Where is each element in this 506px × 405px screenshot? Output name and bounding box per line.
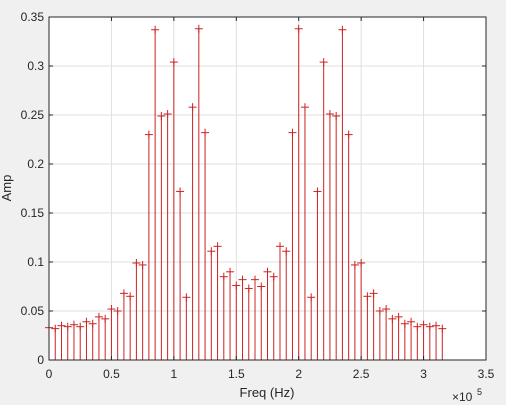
x-tick-label: 1.5 [228, 367, 245, 381]
stem-point [232, 281, 241, 360]
stem-point [151, 25, 160, 360]
stem-point [382, 305, 391, 360]
stem-point [338, 25, 347, 360]
stem-point [57, 321, 66, 360]
stem-point [300, 103, 309, 360]
y-tick-label: 0.1 [27, 255, 44, 269]
stem-point [350, 260, 359, 360]
stem-point [201, 128, 210, 360]
x-tick-label: 2 [295, 367, 302, 381]
stem-point [425, 322, 434, 360]
stem-point [101, 314, 110, 360]
stem-point [400, 319, 409, 360]
x-tick-label: 1 [171, 367, 178, 381]
stem-point [251, 275, 260, 360]
y-axis-label: Amp [0, 175, 14, 202]
stem-point [369, 289, 378, 360]
stem-point [63, 322, 72, 360]
data-series [45, 24, 447, 360]
axes: 0 0.5 1 1.5 2 2.5 3 3.5 0 0.05 0.1 0.15 0.2 0.25 0.3 0.… [21, 10, 495, 381]
stem-point [194, 24, 203, 360]
stem-point [432, 321, 441, 360]
stem-point [188, 103, 197, 360]
stem-point [207, 247, 216, 360]
stem-point [182, 293, 191, 360]
stem-point [344, 130, 353, 360]
stem-point [138, 260, 147, 360]
stem-point [126, 292, 135, 360]
stem-point [144, 130, 153, 360]
x-axis-label: Freq (Hz) [240, 385, 295, 400]
stem-point [319, 58, 328, 360]
y-tick-label: 0.05 [21, 304, 45, 318]
x-tick-label: 3 [420, 367, 427, 381]
stem-point [51, 324, 60, 360]
stem-point [132, 258, 141, 360]
stem-point [313, 187, 322, 360]
stem-point [69, 320, 78, 360]
stem-point [176, 187, 185, 360]
plot-border [48, 16, 487, 361]
stem-point [388, 314, 397, 360]
stem-point [294, 24, 303, 360]
stem-point [413, 322, 422, 360]
stem-point [113, 307, 122, 360]
y-tick-label: 0 [37, 353, 44, 367]
stem-point [169, 58, 178, 360]
stem-point [238, 275, 247, 360]
y-tick-label: 0.3 [27, 59, 44, 73]
stem-point [219, 272, 228, 360]
y-tick-label: 0.15 [21, 206, 45, 220]
stem-point [407, 317, 416, 360]
stem-point [157, 111, 166, 360]
stem-point [275, 242, 284, 360]
y-tick-label: 0.25 [21, 108, 45, 122]
stem-point [82, 317, 91, 360]
stem-point [107, 305, 116, 360]
stem-point [226, 267, 235, 360]
x-tick-label: 0.5 [103, 367, 120, 381]
stem-point [375, 307, 384, 360]
stem-point [269, 272, 278, 360]
stem-point [307, 293, 316, 360]
stem-point [263, 267, 272, 360]
x-tick-label: 3.5 [478, 367, 495, 381]
x-exponent-label: ×10 [452, 390, 473, 404]
stem-point [363, 292, 372, 360]
y-tick-label: 0.35 [21, 10, 45, 24]
stem-point [88, 319, 97, 360]
stem-point [438, 324, 447, 360]
stem-point [357, 258, 366, 360]
y-tick-label: 0.2 [27, 157, 44, 171]
x-exponent-power: 5 [477, 387, 482, 397]
stem-point [119, 289, 128, 360]
stem-point [244, 284, 253, 360]
x-tick-label: 0 [46, 367, 53, 381]
stem-point [419, 320, 428, 360]
stem-point [394, 312, 403, 360]
stem-point [213, 242, 222, 360]
stem-point [332, 111, 341, 360]
stem-point [325, 110, 334, 360]
stem-point [94, 312, 103, 360]
stem-point [282, 247, 291, 360]
stem-point [257, 282, 266, 360]
stem-point [76, 322, 85, 360]
x-tick-label: 2.5 [353, 367, 370, 381]
stem-point [288, 128, 297, 360]
stem-point [163, 110, 172, 360]
